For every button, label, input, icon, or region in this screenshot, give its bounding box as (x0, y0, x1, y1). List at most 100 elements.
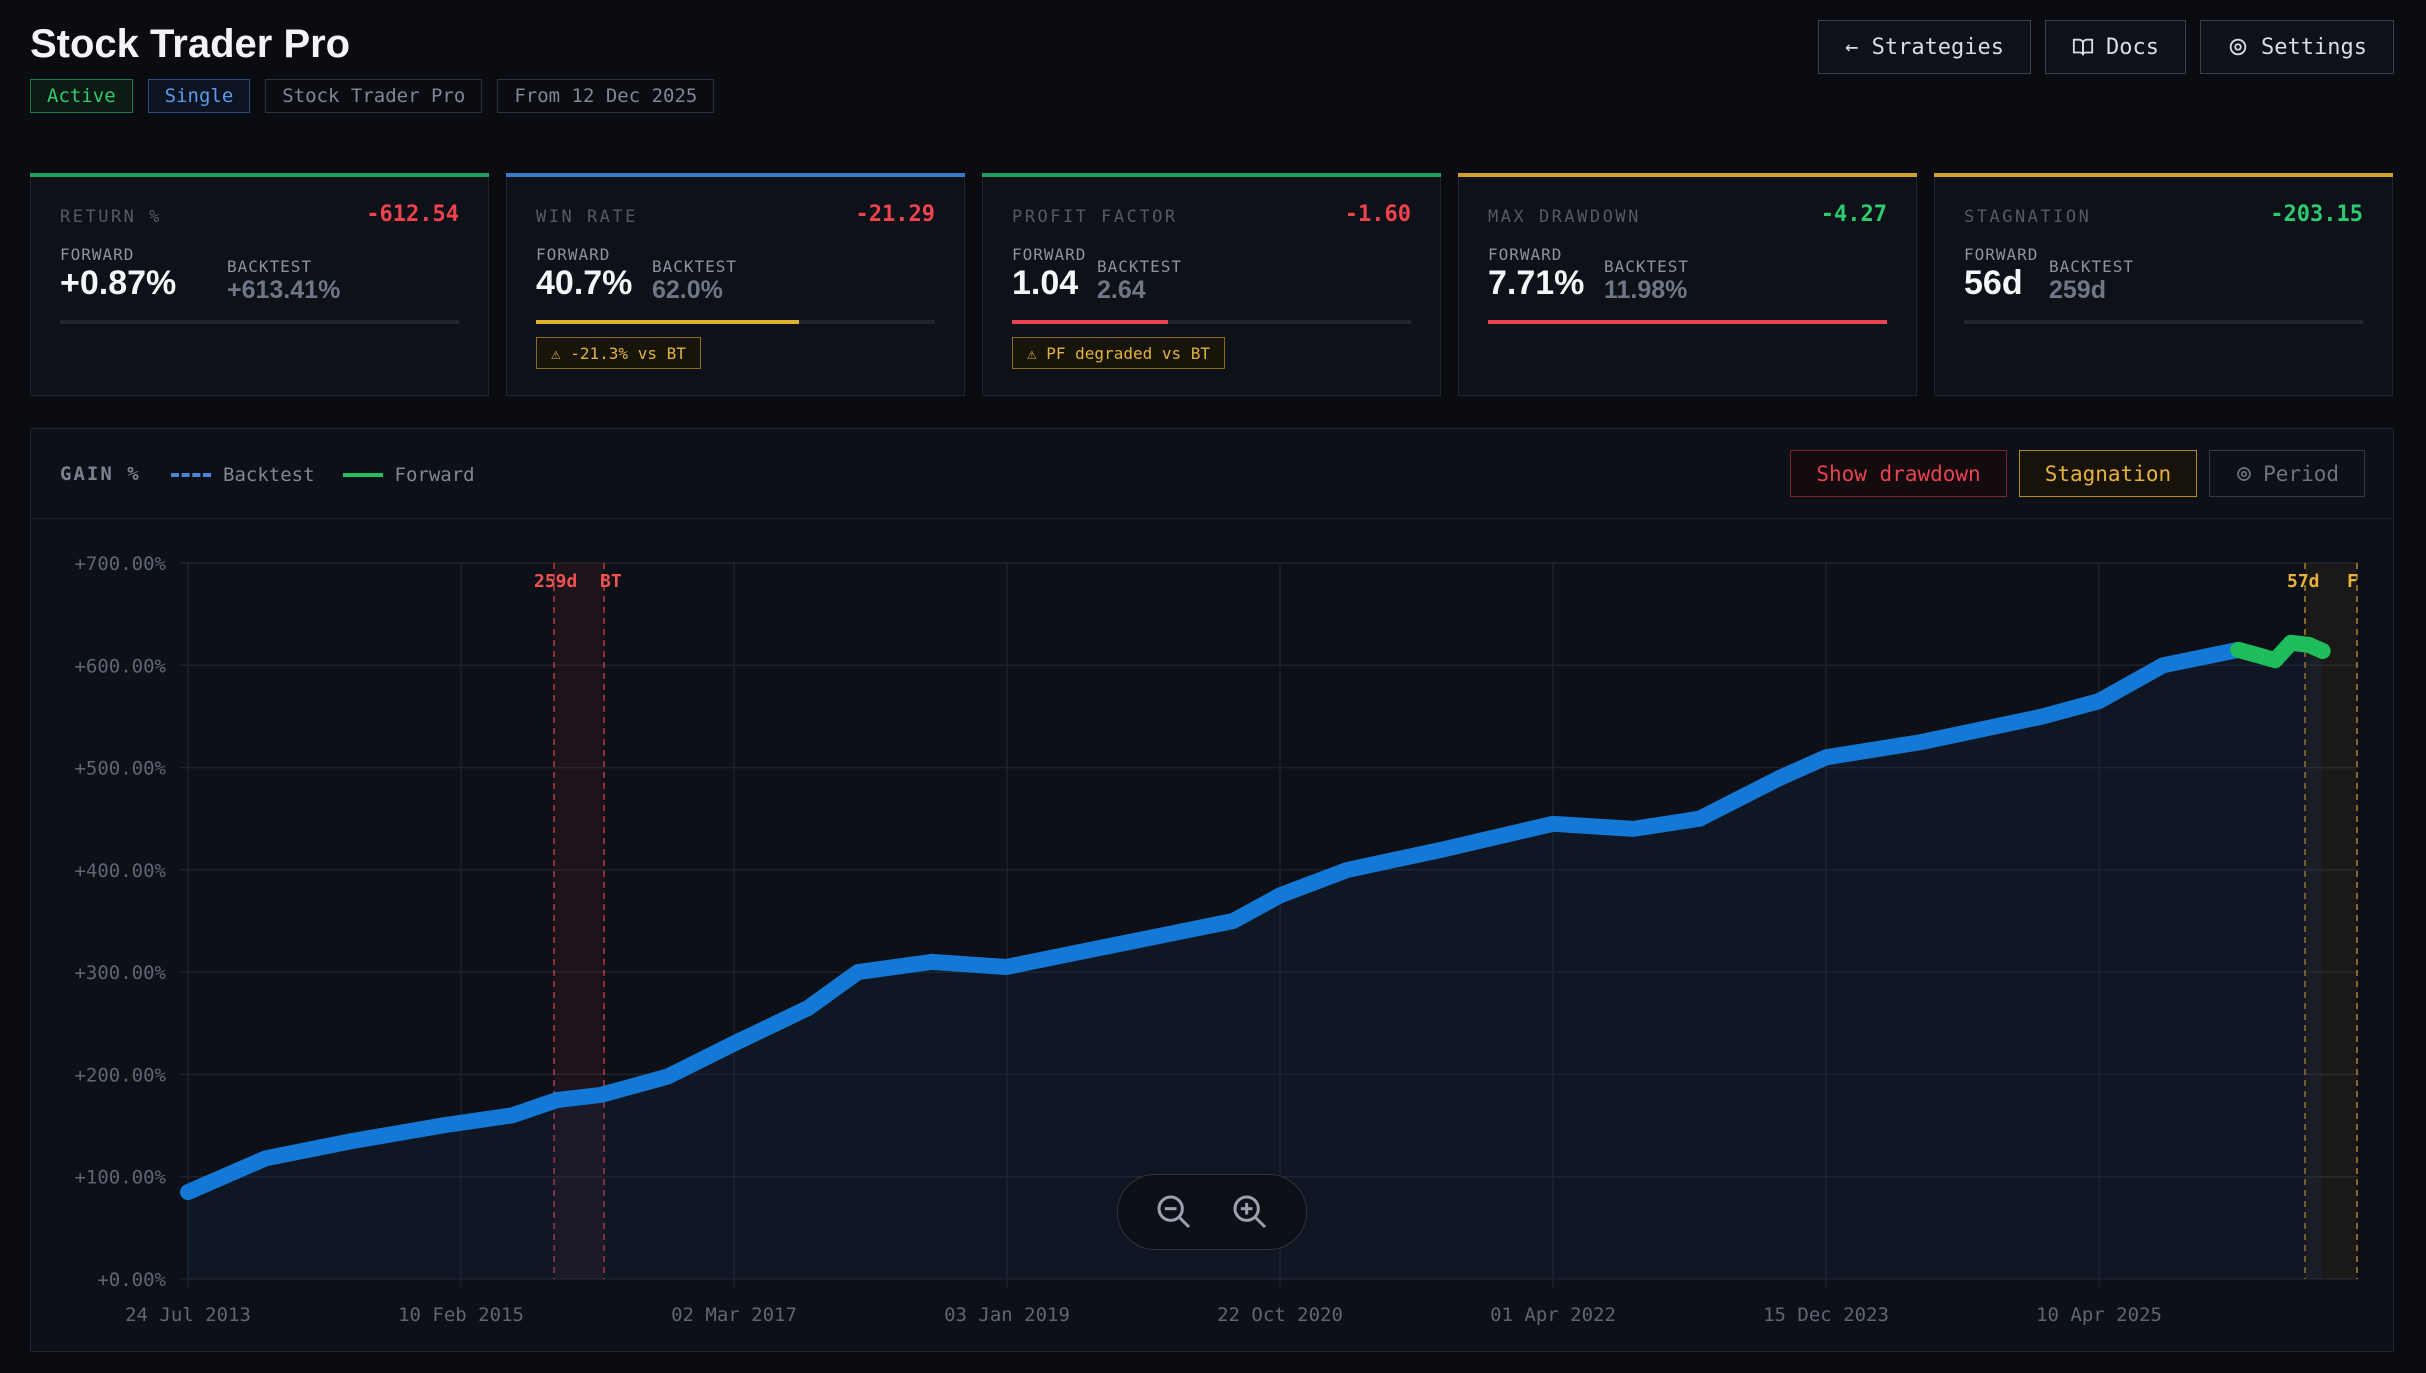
forward-value: 7.71% (1488, 264, 1585, 302)
legend-backtest-label: Backtest (223, 464, 315, 486)
metric-label: WIN RATE (536, 207, 638, 227)
backtest-label: BACKTEST (652, 257, 738, 276)
metric-card-max-drawdown: MAX DRAWDOWN -4.27 FORWARD 7.71% BACKTEST 11.… (1458, 173, 1917, 396)
card-accent-bar (506, 173, 965, 177)
backtest-tag-label: BT (600, 571, 622, 592)
forward-value: 1.04 (1012, 264, 1079, 302)
x-tick-label: 15 Dec 2023 (1763, 1304, 1889, 1326)
forward-stagnation-label: 57d (2287, 571, 2320, 592)
comparison-bar-fill (1012, 320, 1168, 324)
x-tick-label: 24 Jul 2013 (125, 1304, 251, 1326)
forward-start-tag: From 12 Dec 2025 (497, 79, 715, 113)
y-tick-label: +300.00% (74, 962, 166, 984)
metric-delta: -203.15 (2270, 202, 2363, 227)
chart-toolbar: GAIN % Backtest Forward Show drawdown St… (31, 429, 2393, 519)
comparison-bar (536, 320, 935, 324)
settings-button[interactable]: Settings (2200, 20, 2394, 74)
page-title: Stock Trader Pro (30, 22, 351, 66)
gain-chart[interactable]: +0.00% +100.00% +200.00% +300.00% +400.00% +5… (31, 429, 2395, 1353)
gain-area-fill (188, 642, 2323, 1279)
strategy-tags: Active Single Stock Trader Pro From 12 D… (30, 79, 715, 113)
forward-label: FORWARD (1488, 245, 1563, 264)
legend-backtest[interactable]: Backtest (171, 464, 315, 486)
zoom-out-icon[interactable] (1151, 1189, 1197, 1235)
forward-series-line (2230, 634, 2331, 669)
y-tick-label: +500.00% (74, 758, 166, 780)
backtest-series-line (180, 641, 2247, 1201)
y-tick-label: +700.00% (74, 553, 166, 575)
stagnation-band-backtest (554, 563, 604, 1279)
y-tick-label: +600.00% (74, 655, 166, 677)
settings-button-label: Settings (2261, 34, 2367, 60)
x-tick-label: 10 Feb 2015 (398, 1304, 524, 1326)
period-button[interactable]: Period (2209, 450, 2365, 497)
forward-value: +0.87% (60, 264, 177, 302)
metric-delta: -612.54 (366, 202, 459, 227)
metric-card-profit-factor: PROFIT FACTOR -1.60 FORWARD 1.04 BACKTEST 2.6… (982, 173, 1441, 396)
forward-tag-label: F (2347, 571, 2358, 592)
gear-icon (2235, 465, 2253, 483)
metric-cards: RETURN % -612.54 FORWARD +0.87% BACKTEST +613… (30, 173, 2393, 396)
comparison-bar (1012, 320, 1411, 324)
gear-icon (2227, 36, 2249, 58)
forward-value: 40.7% (536, 264, 633, 302)
metric-delta: -21.29 (855, 202, 935, 227)
forward-label: FORWARD (60, 245, 135, 264)
comparison-bar-fill (536, 320, 800, 324)
chart-legend: Backtest Forward (171, 464, 475, 486)
metric-label: PROFIT FACTOR (1012, 207, 1178, 227)
warning-badge: ⚠ PF degraded vs BT (1012, 337, 1226, 369)
card-accent-bar (982, 173, 1441, 177)
legend-forward-label: Forward (394, 464, 475, 486)
strategies-button[interactable]: ← Strategies (1818, 20, 2032, 74)
metric-label: MAX DRAWDOWN (1488, 207, 1641, 227)
y-tick-label: +200.00% (74, 1064, 166, 1086)
warning-badge: ⚠ -21.3% vs BT (536, 337, 701, 369)
forward-value: 56d (1964, 264, 2023, 302)
y-tick-label: +100.00% (74, 1167, 166, 1189)
docs-button-label: Docs (2106, 34, 2160, 60)
card-accent-bar (1458, 173, 1917, 177)
comparison-bar (1488, 320, 1887, 324)
book-icon (2072, 36, 2094, 58)
metric-card-win-rate: WIN RATE -21.29 FORWARD 40.7% BACKTEST 62.0% ⚠… (506, 173, 965, 396)
forward-label: FORWARD (1012, 245, 1087, 264)
y-tick-label: +0.00% (97, 1269, 166, 1291)
docs-button[interactable]: Docs (2045, 20, 2187, 74)
x-tick-label: 01 Apr 2022 (1490, 1304, 1616, 1326)
metric-card-return: RETURN % -612.54 FORWARD +0.87% BACKTEST +613… (30, 173, 489, 396)
status-badge: Active (30, 79, 133, 113)
strategy-name-tag: Stock Trader Pro (265, 79, 483, 113)
x-tick-label: 10 Apr 2025 (2036, 1304, 2162, 1326)
x-tick-label: 03 Jan 2019 (944, 1304, 1070, 1326)
backtest-label: BACKTEST (1604, 257, 1690, 276)
backtest-value: 62.0% (652, 276, 723, 304)
x-tick-label: 02 Mar 2017 (671, 1304, 797, 1326)
backtest-value: +613.41% (227, 276, 341, 304)
header-actions: ← Strategies Docs Settings (1818, 20, 2394, 74)
backtest-label: BACKTEST (2049, 257, 2135, 276)
strategies-button-label: ← Strategies (1845, 34, 2005, 60)
mode-badge: Single (147, 79, 251, 113)
zoom-in-icon[interactable] (1227, 1189, 1273, 1235)
backtest-label: BACKTEST (1097, 257, 1183, 276)
stagnation-band-forward (2305, 563, 2357, 1279)
metric-delta: -4.27 (1820, 202, 1887, 227)
show-drawdown-button[interactable]: Show drawdown (1790, 450, 2007, 497)
card-accent-bar (30, 173, 489, 177)
metric-delta: -1.60 (1344, 202, 1411, 227)
metric-card-stagnation: STAGNATION -203.15 FORWARD 56d BACKTEST 259d (1934, 173, 2393, 396)
stagnation-button[interactable]: Stagnation (2018, 450, 2198, 497)
comparison-bar-fill (1488, 320, 1887, 324)
legend-forward[interactable]: Forward (342, 464, 475, 486)
comparison-bar (1964, 320, 2363, 324)
chart-title: GAIN % (60, 463, 141, 485)
backtest-label: BACKTEST (227, 257, 313, 276)
x-tick-label: 22 Oct 2020 (1217, 1304, 1343, 1326)
gain-chart-panel: +0.00% +100.00% +200.00% +300.00% +400.00% +5… (30, 428, 2394, 1352)
metric-label: RETURN % (60, 207, 162, 227)
backtest-value: 2.64 (1097, 276, 1146, 304)
legend-forward-swatch (342, 473, 383, 477)
backtest-stagnation-label: 259d (534, 571, 577, 592)
forward-label: FORWARD (1964, 245, 2039, 264)
